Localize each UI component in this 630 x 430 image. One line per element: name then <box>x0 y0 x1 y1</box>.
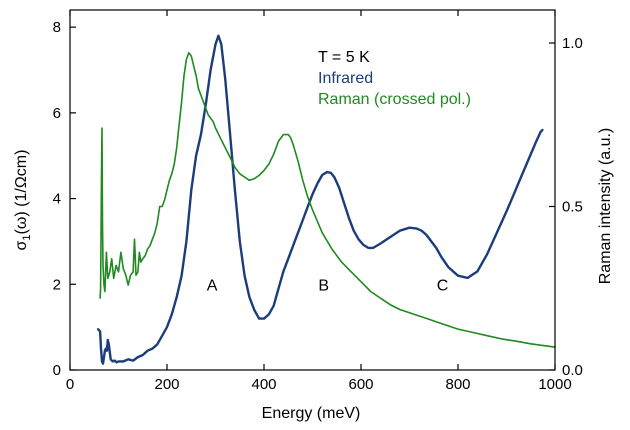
peak-annotation-b: B <box>318 277 329 294</box>
y-axis-left-label-suffix: (ω) (1/Ωcm) <box>13 150 30 235</box>
legend-header: T = 5 K <box>318 49 370 66</box>
x-tick-label: 0 <box>66 376 74 393</box>
x-tick-label: 200 <box>154 376 179 393</box>
y-left-tick-label: 2 <box>53 276 61 293</box>
peak-annotation-a: A <box>207 277 218 294</box>
peak-annotation-c: C <box>437 277 449 294</box>
y-left-tick-label: 4 <box>53 191 61 208</box>
y-right-tick-label: 0.0 <box>562 362 583 379</box>
y-left-tick-label: 6 <box>53 105 61 122</box>
x-tick-label: 400 <box>251 376 276 393</box>
axes-layer: 0 200 400 600 800 1000 0 2 4 6 8 0.0 0.5 1.0 A B C <box>53 9 583 393</box>
y-left-tick-label: 0 <box>53 362 61 379</box>
y-left-tick-label: 8 <box>53 19 61 36</box>
x-tick-label: 1000 <box>538 376 571 393</box>
x-tick-label: 600 <box>348 376 373 393</box>
y-right-tick-label: 0.5 <box>562 199 583 216</box>
legend-entry-infrared: Infrared <box>318 70 373 87</box>
series-line-infrared <box>96 34 544 365</box>
x-tick-label: 800 <box>445 376 470 393</box>
legend-entry-raman: Raman (crossed pol.) <box>318 91 471 108</box>
y-axis-left-label-prefix: σ <box>13 240 30 250</box>
y-right-tick-label: 1.0 <box>562 35 583 52</box>
x-axis-label: Energy (meV) <box>262 405 361 422</box>
y-axis-left-label-sub: 1 <box>21 234 33 240</box>
plot-frame <box>69 9 556 371</box>
series-layer <box>96 34 556 365</box>
series-line-raman <box>99 51 556 348</box>
y-axis-left-label: σ1(ω) (1/Ωcm) <box>13 150 33 251</box>
y-axis-right-label: Raman intensity (a.u.) <box>597 128 614 285</box>
